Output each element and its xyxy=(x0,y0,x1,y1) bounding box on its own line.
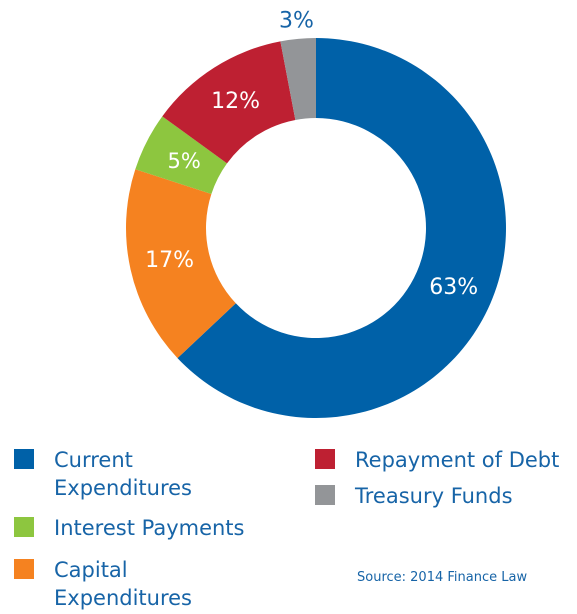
donut-slices xyxy=(125,38,507,418)
legend-item-treasury-funds: Treasury Funds xyxy=(315,482,577,510)
legend-item-repayment-of-debt: Repayment of Debt xyxy=(315,446,577,474)
slice-label-capital-expenditures: 17% xyxy=(145,248,194,273)
legend-swatch-interest-payments xyxy=(14,517,34,537)
legend-item-capital-expenditures: Capital Expenditures xyxy=(14,556,229,612)
legend-label-repayment: Repayment of Debt xyxy=(355,448,560,472)
slice-labels: 63% 17% 5% 12% 3% xyxy=(145,8,478,300)
legend-swatch-treasury-funds xyxy=(315,485,335,505)
slice-label-interest-payments: 5% xyxy=(167,149,200,173)
legend-item-interest-payments: Interest Payments xyxy=(14,514,294,542)
slice-interest-payments xyxy=(135,116,228,195)
legend-label-interest: Interest Payments xyxy=(54,516,245,540)
top-fade xyxy=(0,0,577,10)
legend-item-current-expenditures: Current Expenditures xyxy=(14,446,229,502)
legend-label-current-line2: Expenditures xyxy=(54,476,192,500)
legend-label-capital-line1: Capital xyxy=(54,558,128,582)
slice-repayment-of-debt xyxy=(162,41,296,164)
legend-label-capital-line2: Expenditures xyxy=(54,586,192,610)
legend-label-treasury: Treasury Funds xyxy=(355,484,513,508)
legend-swatch-capital-expenditures xyxy=(14,559,34,579)
source-note: Source: 2014 Finance Law xyxy=(357,570,528,585)
slice-capital-expenditures xyxy=(125,169,236,359)
legend-label-current-line1: Current xyxy=(54,448,133,472)
slice-treasury-funds xyxy=(280,38,316,120)
slice-label-treasury-funds: 3% xyxy=(279,8,314,33)
legend-swatch-repayment-of-debt xyxy=(315,449,335,469)
legend-swatch-current-expenditures xyxy=(14,449,34,469)
slice-label-current-expenditures: 63% xyxy=(429,275,478,300)
slice-label-repayment-of-debt: 12% xyxy=(211,89,260,114)
slice-current-expenditures xyxy=(177,38,507,418)
